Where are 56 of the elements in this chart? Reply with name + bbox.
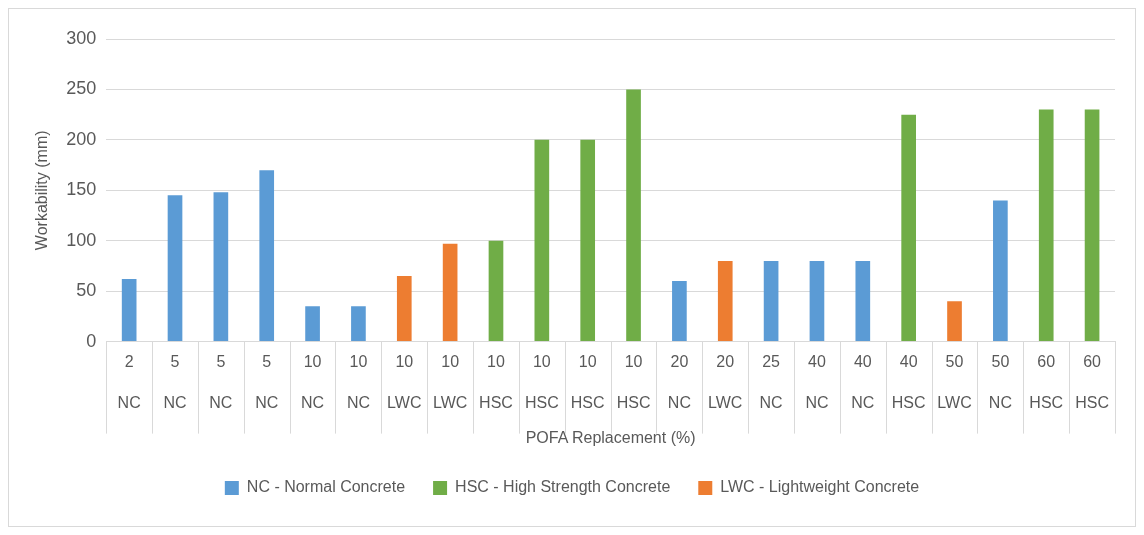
bar <box>901 114 916 342</box>
bar <box>947 301 962 342</box>
y-tick-label: 100 <box>66 229 97 250</box>
category-label: 40 NC <box>805 352 829 412</box>
bar <box>855 260 871 342</box>
category-label: 20 LWC <box>708 352 743 412</box>
bar <box>993 200 1008 342</box>
category-label: 40 HSC <box>891 352 926 412</box>
category-label: 10 HSC <box>616 352 651 412</box>
bar <box>121 279 137 342</box>
y-tick-label: 200 <box>66 128 97 149</box>
bar <box>534 139 550 342</box>
bar <box>488 240 504 342</box>
category-label: 60 HSC <box>1029 352 1064 412</box>
y-tick-label: 300 <box>66 27 97 48</box>
category-label: 5 NC <box>255 352 279 412</box>
category-label: 40 NC <box>851 352 875 412</box>
bar <box>1084 109 1100 342</box>
category-label: 50 NC <box>988 352 1012 412</box>
y-tick-label: 150 <box>66 179 97 200</box>
bar <box>167 195 183 342</box>
category-label: 10 LWC <box>432 352 468 412</box>
bar <box>351 306 366 342</box>
legend-label: HSC - High Strength Concrete <box>455 478 671 496</box>
category-label: 5 NC <box>209 352 233 412</box>
bar <box>717 260 733 342</box>
y-axis-title: Workability (mm) <box>33 130 51 251</box>
bar <box>580 139 596 342</box>
legend-label: LWC - Lightweight Concrete <box>720 478 920 496</box>
category-label: 50 LWC <box>937 352 972 412</box>
category-label: 10 LWC <box>387 352 422 412</box>
category-label: 10 NC <box>346 352 370 412</box>
category-label: 60 HSC <box>1075 352 1109 412</box>
category-label: 10 HSC <box>570 352 605 412</box>
bar <box>1038 109 1054 342</box>
y-tick-label: 50 <box>76 280 97 301</box>
category-label: 20 NC <box>667 352 691 412</box>
category-label: 5 NC <box>163 352 187 412</box>
bar <box>626 89 641 342</box>
bar <box>442 243 458 342</box>
category-label: 10 NC <box>301 352 325 412</box>
y-tick-label: 250 <box>66 78 97 99</box>
category-label: 10 HSC <box>524 352 559 412</box>
legend-label: NC - Normal Concrete <box>246 478 406 496</box>
bar <box>213 192 229 342</box>
bar <box>672 281 687 342</box>
bar <box>763 260 779 342</box>
bar <box>809 260 825 342</box>
category-label: 2 NC <box>117 352 141 412</box>
bar <box>396 276 412 342</box>
bar <box>259 170 275 342</box>
category-label: 10 HSC <box>479 352 513 412</box>
category-label: 25 NC <box>759 352 783 412</box>
x-axis-title: POFA Replacement (%) <box>525 428 696 446</box>
y-tick-label: 0 <box>86 330 97 351</box>
bar <box>305 306 320 342</box>
